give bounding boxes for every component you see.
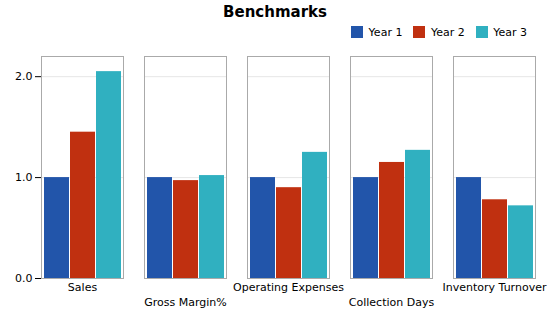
svg-text:Operating Expenses: Operating Expenses bbox=[233, 281, 344, 294]
svg-text:Sales: Sales bbox=[68, 281, 98, 294]
svg-text:Gross Margin%: Gross Margin% bbox=[144, 296, 227, 309]
svg-text:1.0: 1.0 bbox=[15, 171, 33, 184]
svg-text:0.0: 0.0 bbox=[15, 272, 33, 285]
svg-text:Inventory Turnover: Inventory Turnover bbox=[443, 281, 547, 294]
html-text:Year 3: Year 3 bbox=[493, 25, 527, 39]
svg-text:2.0: 2.0 bbox=[15, 70, 33, 83]
html-text:Benchmarks: Benchmarks bbox=[223, 3, 327, 21]
svg-text:Collection Days: Collection Days bbox=[349, 296, 435, 309]
html-text:Year 2: Year 2 bbox=[430, 25, 465, 39]
html-text:Year 1: Year 1 bbox=[368, 25, 403, 39]
